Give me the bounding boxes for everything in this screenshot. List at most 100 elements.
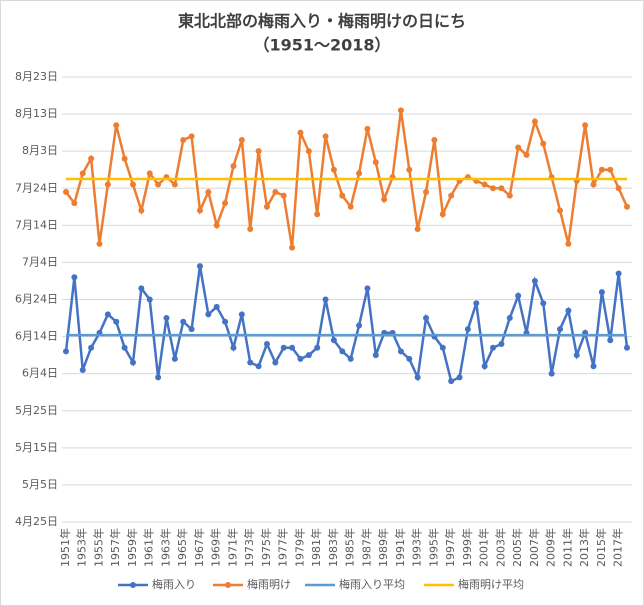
data-point (205, 311, 212, 318)
data-point (104, 181, 111, 188)
data-point (330, 337, 337, 344)
x-tick-label: 1989年 (376, 528, 390, 567)
data-point (272, 188, 279, 195)
x-tick-label: 1999年 (460, 528, 474, 567)
data-point (155, 181, 162, 188)
legend-label: 梅雨入り平均 (339, 577, 405, 591)
data-point (247, 226, 254, 233)
data-point (129, 359, 136, 366)
data-point (230, 344, 237, 351)
data-point (515, 292, 522, 299)
data-point (63, 348, 69, 355)
y-tick-label: 5月5日 (22, 478, 58, 491)
data-point (339, 192, 346, 199)
data-point (624, 203, 630, 210)
data-point (305, 148, 312, 155)
data-point (314, 344, 321, 351)
data-point (188, 326, 195, 333)
data-point (222, 318, 229, 325)
data-point (557, 326, 564, 333)
data-point (573, 352, 580, 359)
data-point (297, 355, 304, 362)
data-point (490, 344, 497, 351)
chart-subtitle: （1951～2018） (253, 36, 390, 55)
data-point (523, 151, 530, 158)
x-tick-label: 1981年 (309, 528, 323, 567)
data-point (431, 137, 438, 144)
data-point (356, 170, 363, 177)
chart-title: 東北北部の梅雨入り・梅雨明けの日にち (178, 12, 466, 31)
data-point (356, 322, 363, 329)
x-tick-label: 1977年 (276, 528, 290, 567)
data-point (322, 296, 329, 303)
x-tick-label: 2005年 (510, 528, 524, 567)
data-point (79, 366, 86, 373)
y-tick-label: 5月25日 (15, 404, 58, 417)
legend-label: 梅雨明け (247, 577, 291, 591)
legend-marker (225, 582, 231, 588)
data-point (238, 311, 245, 318)
data-point (129, 181, 136, 188)
data-point (188, 133, 195, 140)
data-point (498, 341, 505, 347)
data-point (255, 148, 262, 155)
data-point (121, 155, 128, 162)
data-point (196, 207, 203, 214)
data-point (222, 200, 229, 207)
x-tick-label: 1965年 (175, 528, 189, 567)
data-point (565, 240, 572, 247)
data-point (381, 196, 388, 203)
data-point (540, 300, 547, 307)
data-point (347, 203, 354, 210)
data-point (372, 159, 379, 166)
data-point (464, 326, 471, 333)
data-point (289, 344, 296, 351)
data-point (481, 181, 488, 188)
data-point (314, 211, 321, 218)
data-point (238, 137, 245, 144)
data-point (180, 137, 187, 144)
x-tick-label: 1969年 (209, 528, 223, 567)
data-point (372, 352, 379, 359)
data-point (615, 185, 622, 192)
x-tick-label: 1957年 (108, 528, 122, 567)
data-point (213, 303, 220, 310)
data-point (397, 348, 404, 355)
data-point (88, 344, 95, 351)
x-tick-label: 1993年 (410, 528, 424, 567)
data-point (548, 370, 555, 377)
y-tick-label: 8月13日 (15, 107, 58, 120)
data-point (439, 344, 446, 351)
data-point (138, 207, 145, 214)
data-point (498, 185, 505, 192)
data-point (180, 318, 187, 325)
data-point (330, 166, 337, 173)
data-point (272, 359, 279, 366)
data-point (171, 355, 178, 362)
data-point (121, 344, 128, 351)
data-point (598, 166, 605, 173)
data-point (607, 337, 614, 344)
data-point (406, 166, 413, 173)
data-point (598, 289, 605, 296)
x-tick-label: 2001年 (477, 528, 491, 567)
legend-label: 梅雨明け平均 (458, 577, 524, 591)
series-line (64, 265, 629, 383)
x-tick-label: 2009年 (544, 528, 558, 567)
data-point (456, 374, 463, 381)
y-tick-label: 7月24日 (15, 181, 58, 194)
data-point (146, 296, 153, 303)
data-point (615, 270, 622, 277)
data-point (582, 122, 589, 129)
data-point (247, 359, 254, 366)
x-tick-label: 1955年 (91, 528, 105, 567)
data-point (481, 363, 488, 370)
data-point (138, 285, 145, 292)
data-point (414, 374, 421, 381)
data-point (506, 315, 513, 322)
y-tick-label: 6月24日 (15, 293, 58, 306)
data-point (531, 118, 538, 125)
y-tick-label: 5月15日 (15, 441, 58, 454)
